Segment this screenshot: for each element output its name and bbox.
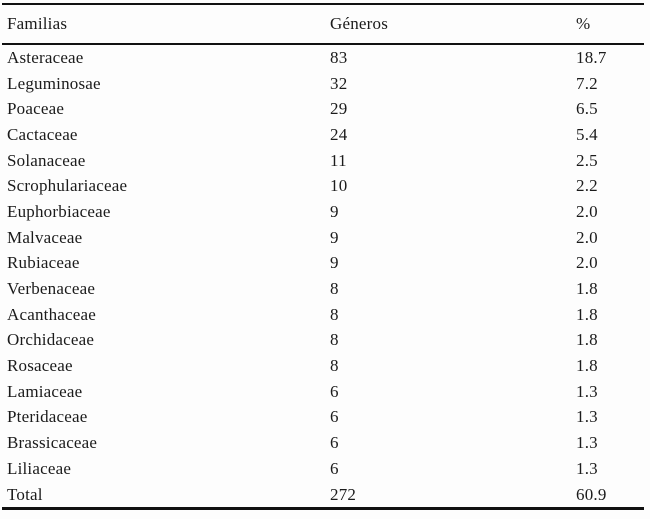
table-row: Poaceae 29 6.5 xyxy=(2,96,644,122)
familia-cell: Acanthaceae xyxy=(7,304,97,324)
table-row: Lamiaceae 6 1.3 xyxy=(2,379,644,405)
table-row: Cactaceae 24 5.4 xyxy=(2,122,644,148)
familia-cell: Pteridaceae xyxy=(7,407,88,427)
familia-cell: Scrophulariaceae xyxy=(7,176,128,196)
percent-cell: 1.3 xyxy=(576,433,598,453)
header-rule xyxy=(2,43,644,45)
header-familias: Familias xyxy=(7,14,68,33)
table-body: Asteraceae 83 18.7 Leguminosae 32 7.2 Po… xyxy=(2,45,644,507)
generos-cell: 9 xyxy=(330,201,339,221)
generos-cell: 8 xyxy=(330,304,339,324)
percent-cell: 2.0 xyxy=(576,201,598,221)
table-row: Asteraceae 83 18.7 xyxy=(2,45,644,71)
table-row: Pteridaceae 6 1.3 xyxy=(2,405,644,431)
generos-cell: 6 xyxy=(330,433,339,453)
percent-cell: 1.8 xyxy=(576,330,598,350)
table-row: Liliaceae 6 1.3 xyxy=(2,456,644,482)
familia-cell: Euphorbiaceae xyxy=(7,201,111,221)
percent-cell: 1.8 xyxy=(576,356,598,376)
familia-cell: Rubiaceae xyxy=(7,253,80,273)
generos-cell: 83 xyxy=(330,47,348,67)
familia-cell: Brassicaceae xyxy=(7,433,98,453)
table-row: Malvaceae 9 2.0 xyxy=(2,225,644,251)
generos-cell: 8 xyxy=(330,330,339,350)
generos-cell: 29 xyxy=(330,99,348,119)
generos-cell: 24 xyxy=(330,124,348,144)
percent-cell: 6.5 xyxy=(576,99,598,119)
families-genera-table: Familias Géneros % Asteraceae 83 18.7 Le… xyxy=(2,3,644,511)
familia-cell: Total xyxy=(7,484,43,504)
familia-cell: Orchidaceae xyxy=(7,330,95,350)
table-row: Rosaceae 8 1.8 xyxy=(2,353,644,379)
percent-cell: 7.2 xyxy=(576,73,598,93)
percent-cell: 2.5 xyxy=(576,150,598,170)
table-figure: Familias Géneros % Asteraceae 83 18.7 Le… xyxy=(0,3,650,519)
familia-cell: Poaceae xyxy=(7,99,65,119)
familia-cell: Rosaceae xyxy=(7,356,73,376)
table-row: Leguminosae 32 7.2 xyxy=(2,71,644,97)
percent-cell: 1.8 xyxy=(576,304,598,324)
generos-cell: 8 xyxy=(330,356,339,376)
table-row: Rubiaceae 9 2.0 xyxy=(2,251,644,277)
header-percent: % xyxy=(576,14,591,33)
familia-cell: Solanaceae xyxy=(7,150,86,170)
familia-cell: Malvaceae xyxy=(7,227,83,247)
percent-cell: 1.3 xyxy=(576,381,598,401)
generos-cell: 6 xyxy=(330,458,339,478)
generos-cell: 9 xyxy=(330,253,339,273)
table-header-row: Familias Géneros % xyxy=(2,5,644,43)
familia-cell: Cactaceae xyxy=(7,124,78,144)
table-row: Acanthaceae 8 1.8 xyxy=(2,302,644,328)
percent-cell: 1.8 xyxy=(576,279,598,299)
familia-cell: Lamiaceae xyxy=(7,381,83,401)
familia-cell: Verbenaceae xyxy=(7,279,96,299)
table-row: Brassicaceae 6 1.3 xyxy=(2,430,644,456)
table-row: Verbenaceae 8 1.8 xyxy=(2,276,644,302)
percent-cell: 2.0 xyxy=(576,253,598,273)
generos-cell: 6 xyxy=(330,381,339,401)
table-row: Total 272 60.9 xyxy=(2,482,644,508)
bottom-rule xyxy=(2,507,644,511)
percent-cell: 2.2 xyxy=(576,176,598,196)
generos-cell: 32 xyxy=(330,73,348,93)
generos-cell: 8 xyxy=(330,279,339,299)
percent-cell: 5.4 xyxy=(576,124,598,144)
table-row: Scrophulariaceae 10 2.2 xyxy=(2,173,644,199)
generos-cell: 6 xyxy=(330,407,339,427)
percent-cell: 1.3 xyxy=(576,407,598,427)
generos-cell: 9 xyxy=(330,227,339,247)
generos-cell: 272 xyxy=(330,484,357,504)
generos-cell: 10 xyxy=(330,176,348,196)
familia-cell: Liliaceae xyxy=(7,458,72,478)
familia-cell: Asteraceae xyxy=(7,47,84,67)
header-generos: Géneros xyxy=(330,14,389,33)
table-row: Orchidaceae 8 1.8 xyxy=(2,328,644,354)
top-rule xyxy=(2,3,644,5)
generos-cell: 11 xyxy=(330,150,347,170)
percent-cell: 18.7 xyxy=(576,47,607,67)
table-row: Solanaceae 11 2.5 xyxy=(2,148,644,174)
table-row: Euphorbiaceae 9 2.0 xyxy=(2,199,644,225)
percent-cell: 60.9 xyxy=(576,484,607,504)
percent-cell: 2.0 xyxy=(576,227,598,247)
percent-cell: 1.3 xyxy=(576,458,598,478)
familia-cell: Leguminosae xyxy=(7,73,101,93)
